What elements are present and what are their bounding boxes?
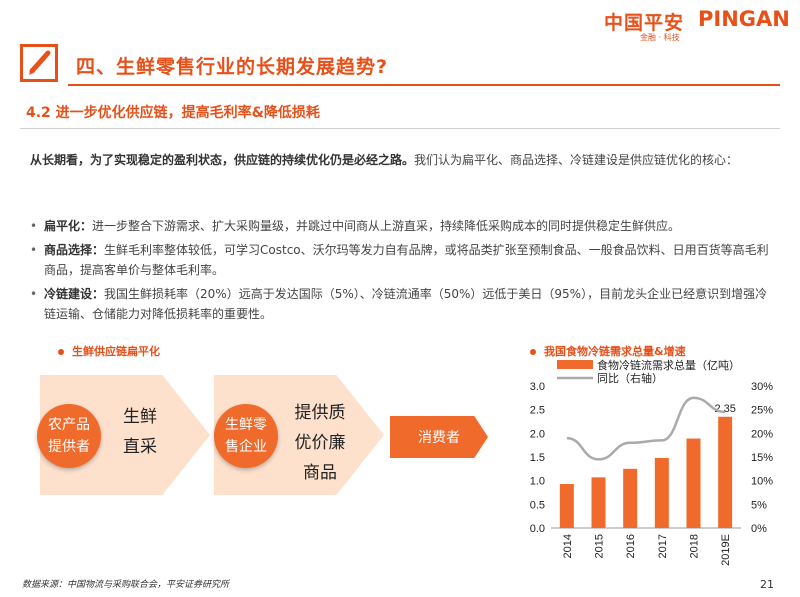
logo-chinese: 中国平安 [604,12,685,34]
y-tick-label: 1.0 [530,476,545,488]
source-note: 数据来源：中国物流与采购联合会，平安证券研究所 [22,580,230,590]
section-subtitle: 4.2 进一步优化供应链，提高毛利率&降低损耗 [26,105,320,121]
bar [686,438,701,528]
y-tick-label: 0.0 [530,523,545,535]
bullet-flattening: 扁平化：进一步整合下游需求、扩大采购量级，并跳过中间商从上游直采，持续降低采购成… [30,216,772,236]
y2-tick-label: 15% [751,452,773,464]
bullet-label: 冷链建设： [44,287,105,301]
bullet-cold-chain: 冷链建设：我国生鲜损耗率（20%）远高于发达国际（5%）、冷链流通率（50%）远… [30,284,772,324]
intro-paragraph: 从长期看，为了实现稳定的盈利状态，供应链的持续优化仍是必经之路。我们认为扁平化、… [30,150,772,170]
bullet-label: 商品选择： [44,243,105,257]
y2-tick-label: 0% [751,523,767,535]
bullet-text: 生鲜毛利率整体较低，可学习Costco、沃尔玛等发力自有品牌，或将品类扩张至预制… [44,243,769,277]
flow-heading: 生鲜供应链扁平化 [58,343,160,359]
x-tick-label: 2016 [625,534,637,558]
series-line [566,396,726,461]
y2-tick-label: 5% [751,499,767,511]
y2-tick-label: 20% [751,428,773,440]
chart-heading: 我国食物冷链需求总量&增速 [530,343,686,359]
x-tick-label: 2017 [657,534,669,558]
cold-chain-chart: 0.0 0.5 1.0 1.5 2.0 2.5 3.0 0% 5% 10% 15% 20% 25% 30%… [530,358,774,566]
page-title: 四、生鲜零售行业的长期发展趋势? [76,56,389,78]
title-underline [68,84,780,86]
bullet-dot-icon [58,349,64,355]
node-retailer: 生鲜零售企业 [214,404,278,468]
intro-bold: 从长期看，为了实现稳定的盈利状态，供应链的持续优化仍是必经之路。 [30,153,415,167]
bullet-dot-icon [530,349,536,355]
flow-label-direct-purchase: 生鲜 直采 [123,407,157,457]
legend-label: 食物冷链流需求总量（亿吨） [597,358,740,372]
flow-label-quality-goods: 提供质 优价廉 商品 [294,403,346,483]
intro-rest: 我们认为扁平化、商品选择、冷链建设是供应链优化的核心： [414,153,739,167]
y-tick-label: 0.5 [530,499,545,511]
x-tick-label: 2019E [720,534,732,566]
y-tick-label: 3.0 [530,381,545,393]
logo-tagline: 金融 · 科技 [640,33,680,42]
node-producer: 农产品提供者 [37,404,101,468]
data-label: 2.35 [714,403,735,415]
bar [654,457,669,528]
logo-english: PINGAN [698,7,790,31]
y-tick-label: 1.5 [530,452,545,464]
x-tick-label: 2014 [562,534,574,558]
bullet-text: 进一步整合下游需求、扩大采购量级，并跳过中间商从上游直采，持续降低采购成本的同时… [92,219,681,233]
node-consumer: 消费者 [390,416,488,458]
subtitle-divider [20,128,780,129]
y-tick-label: 2.0 [530,428,545,440]
page-number: 21 [760,578,774,591]
y-tick-label: 2.5 [530,405,545,417]
legend-swatch-bar [557,360,593,369]
pencil-note-icon [20,44,58,82]
y2-tick-label: 25% [751,405,773,417]
x-tick-label: 2018 [689,534,701,558]
y2-tick-label: 30% [751,381,773,393]
bar [559,483,574,528]
bullet-label: 扁平化： [44,219,93,233]
bar [591,477,606,528]
bullet-text: 我国生鲜损耗率（20%）远高于发达国际（5%）、冷链流通率（50%）远低于美日（… [44,287,768,321]
x-tick-label: 2015 [594,534,606,558]
legend-label: 同比（右轴） [597,371,663,385]
bar [623,468,638,528]
bullet-product-selection: 商品选择：生鲜毛利率整体较低，可学习Costco、沃尔玛等发力自有品牌，或将品类… [30,240,772,280]
bar [718,416,733,528]
y2-tick-label: 10% [751,476,773,488]
